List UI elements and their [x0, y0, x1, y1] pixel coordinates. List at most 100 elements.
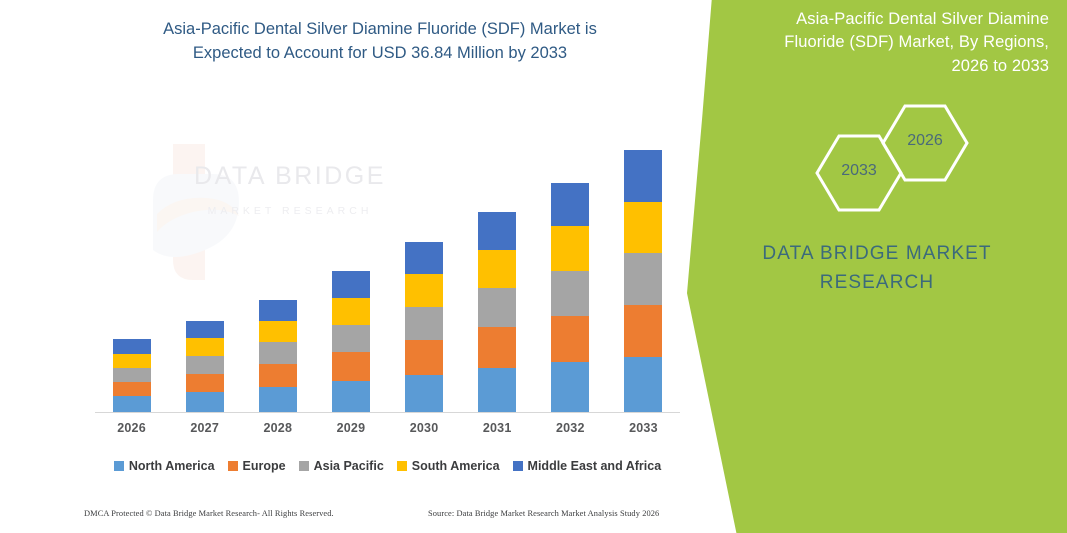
bar-segment: [185, 338, 224, 356]
bar-column: [388, 242, 461, 412]
bar-segment: [478, 212, 517, 250]
x-axis-tick-label: 2032: [556, 421, 585, 435]
legend-item[interactable]: South America: [396, 459, 500, 473]
bar-segment: [112, 396, 151, 412]
x-axis-tick-label: 2026: [117, 421, 146, 435]
legend-swatch-icon: [227, 461, 238, 471]
stacked-bar-2028: [258, 299, 297, 412]
legend-item[interactable]: Middle East and Africa: [512, 459, 662, 473]
bar-segment: [624, 253, 663, 305]
bar-column: [314, 271, 387, 412]
hexagon-badge-end-year: 2033: [815, 134, 903, 212]
legend-swatch-icon: [113, 461, 124, 471]
bar-segment: [551, 183, 590, 227]
page-title-line-2: Expected to Account for USD 36.84 Millio…: [192, 43, 568, 62]
panel-brand-text: DATA BRIDGE MARKET RESEARCH: [687, 240, 1067, 297]
stacked-bar-2026: [112, 339, 151, 412]
x-axis-tick-label: 2031: [482, 421, 512, 435]
bar-segment: [405, 306, 444, 341]
legend-item-label: Europe: [242, 459, 286, 473]
panel-title-line-1: Asia-Pacific Dental Silver Diamine: [796, 10, 1049, 28]
hexagon-year-badges: 2033 2026: [815, 104, 975, 214]
stacked-bar-2031: [478, 212, 517, 412]
legend-item[interactable]: Asia Pacific: [298, 459, 384, 473]
right-green-panel: Asia-Pacific Dental Silver Diamine Fluor…: [687, 0, 1067, 533]
legend-item[interactable]: North America: [113, 459, 215, 473]
bar-segment: [478, 288, 517, 328]
panel-title: Asia-Pacific Dental Silver Diamine Fluor…: [759, 8, 1049, 78]
bar-segment: [624, 304, 663, 358]
stacked-bar-2033: [624, 150, 663, 412]
bar-segment: [478, 367, 517, 412]
bar-segment: [331, 380, 370, 412]
legend-item-label: Middle East and Africa: [527, 459, 662, 473]
bar-segment: [331, 297, 370, 325]
bar-segment: [551, 362, 590, 412]
hexagon-start-year-label: 2026: [907, 132, 943, 149]
footer-copyright: DMCA Protected © Data Bridge Market Rese…: [84, 509, 334, 518]
bar-column: [95, 339, 168, 412]
bar-segment: [112, 382, 151, 397]
bar-segment: [405, 375, 444, 412]
bar-segment: [478, 327, 517, 368]
bar-segment: [185, 392, 224, 412]
legend-swatch-icon: [396, 461, 407, 471]
bar-segment: [624, 357, 663, 412]
bar-segment: [112, 353, 151, 368]
bar-segment: [331, 271, 370, 298]
stacked-bar-2030: [405, 242, 444, 412]
bar-segment: [112, 339, 151, 354]
bar-column: [607, 150, 680, 412]
bar-segment: [405, 274, 444, 307]
bar-segment: [258, 342, 297, 365]
bar-segment: [551, 316, 590, 363]
legend-item-label: South America: [411, 459, 500, 473]
x-axis-tick-label: 2029: [336, 421, 366, 435]
bar-segment: [551, 226, 590, 272]
legend-item[interactable]: Europe: [227, 459, 286, 473]
x-axis-tick-label: 2033: [629, 421, 658, 435]
stacked-bar-chart: [95, 120, 680, 412]
bar-segment: [258, 299, 297, 321]
legend-item-label: Asia Pacific: [313, 459, 384, 473]
panel-brand-line-2: RESEARCH: [819, 271, 935, 293]
footer-source: Source: Data Bridge Market Research Mark…: [428, 509, 660, 518]
stacked-bar-2029: [331, 271, 370, 412]
bar-segment: [258, 364, 297, 388]
bar-column: [461, 212, 534, 412]
chart-legend: North America Europe Asia Pacific South Ame…: [95, 455, 680, 477]
bar-segment: [185, 355, 224, 374]
bar-segment: [624, 201, 663, 254]
x-axis-line: [95, 412, 680, 414]
panel-title-line-3: 2026 to 2033: [951, 56, 1049, 75]
bar-segment: [185, 373, 224, 393]
bar-column: [241, 299, 314, 412]
bar-column: [168, 321, 241, 412]
legend-item-label: North America: [128, 459, 215, 473]
bar-segment: [405, 340, 444, 376]
bar-segment: [112, 367, 151, 383]
hexagon-end-year-label: 2033: [841, 162, 877, 179]
stacked-bar-2032: [551, 183, 590, 412]
bar-segment: [551, 271, 590, 316]
bar-segment: [331, 352, 370, 381]
legend-swatch-icon: [512, 461, 523, 471]
x-axis-labels: 2026 2027 2028 2029 2030 2031 2032 2033: [95, 421, 680, 443]
legend-swatch-icon: [298, 461, 309, 471]
bar-segment: [478, 249, 517, 289]
page-title: Asia-Pacific Dental Silver Diamine Fluor…: [80, 18, 680, 66]
bar-segment: [624, 150, 663, 202]
hexagon-badge-start-year: 2026: [881, 104, 969, 182]
bar-segment: [185, 321, 224, 339]
x-axis-tick-label: 2030: [409, 421, 439, 435]
stacked-bar-2027: [185, 321, 224, 412]
x-axis-tick-label: 2027: [190, 421, 219, 435]
bar-segment: [258, 321, 297, 343]
x-axis-tick-label: 2028: [263, 421, 293, 435]
bar-column: [534, 183, 607, 412]
bar-segment: [405, 242, 444, 275]
panel-title-line-2: Fluoride (SDF) Market, By Regions,: [784, 33, 1049, 52]
bar-segment: [331, 324, 370, 353]
page-title-line-1: Asia-Pacific Dental Silver Diamine Fluor…: [163, 20, 597, 38]
